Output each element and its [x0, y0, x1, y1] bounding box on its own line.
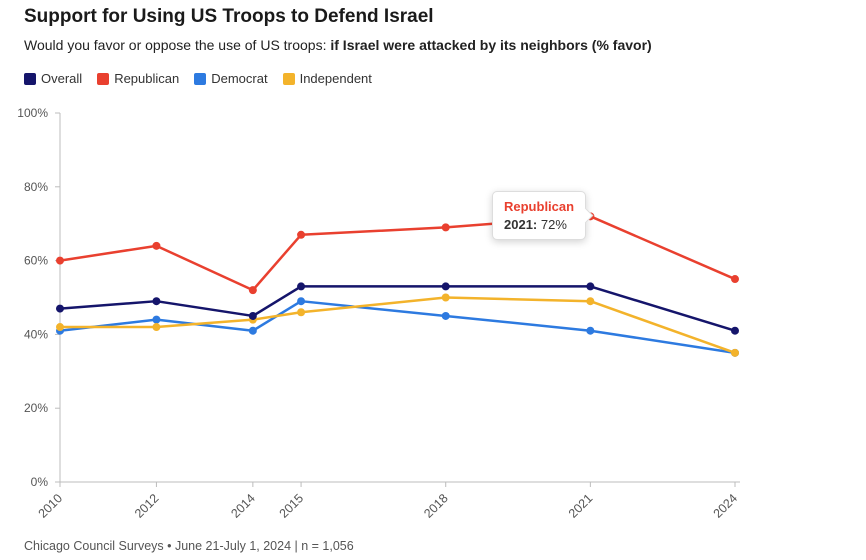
y-tick-label: 60% [24, 254, 48, 268]
data-point-independent-2021[interactable] [586, 297, 595, 306]
data-point-independent-2010[interactable] [56, 323, 64, 332]
legend-label: Independent [299, 71, 372, 86]
x-tick-label: 2018 [421, 491, 451, 521]
tooltip-year-label: 2021: [504, 216, 538, 232]
data-point-democrat-2021[interactable] [586, 326, 595, 335]
subtitle-regular: Would you favor or oppose the use of US … [24, 37, 331, 53]
legend-swatch [194, 72, 207, 85]
tooltip-title: Republican [504, 199, 575, 214]
data-point-republican-2015[interactable] [297, 230, 306, 239]
chart-svg: 0% 20% 40% 60% 80% 100% 2010 2012 2014 2015 2018 20… [17, 106, 741, 521]
chart-subtitle: Would you favor or oppose the use of US … [24, 37, 652, 53]
legend-item-democrat: Democrat [194, 71, 268, 86]
legend-label: Overall [41, 71, 83, 86]
data-point-overall-2014[interactable] [248, 311, 257, 320]
legend: Overall Republican Democrat Independent [24, 71, 372, 86]
legend-item-overall: Overall [24, 71, 82, 86]
data-point-republican-2018[interactable] [441, 223, 450, 232]
data-point-democrat-2015[interactable] [297, 297, 306, 306]
legend-item-republican: Republican [97, 71, 179, 86]
legend-swatch [282, 72, 295, 85]
series-line-republican [58, 215, 737, 292]
subtitle-bold: if Israel were attacked by its neighbors… [330, 37, 652, 53]
data-point-republican-2024[interactable] [731, 275, 739, 284]
data-point-democrat-2012[interactable] [152, 315, 161, 324]
legend-item-independent: Independent [282, 71, 372, 86]
legend-swatch [24, 72, 36, 85]
x-tick-label: 2024 [711, 491, 741, 521]
data-point-overall-2024[interactable] [731, 326, 739, 335]
data-point-independent-2012[interactable] [152, 323, 161, 332]
y-tick-label: 20% [24, 401, 48, 415]
legend-label: Democrat [211, 71, 268, 86]
y-tick-label: 0% [31, 475, 49, 489]
x-tick-label: 2021 [566, 491, 596, 521]
series-line-independent [58, 296, 737, 355]
y-tick-label: 100% [17, 106, 48, 120]
tooltip: Republican 2021: 72% [492, 191, 594, 241]
data-point-independent-2024[interactable] [731, 348, 739, 357]
tooltip-body: 2021: 72% [504, 216, 574, 234]
data-point-overall-2015[interactable] [297, 282, 306, 291]
legend-swatch [97, 72, 110, 85]
data-point-overall-2021[interactable] [586, 282, 595, 291]
source-note: Chicago Council Surveys • June 21-July 1… [24, 539, 354, 553]
data-point-overall-2010[interactable] [56, 304, 64, 313]
y-tick-label: 40% [24, 327, 48, 341]
data-point-republican-2012[interactable] [152, 241, 161, 250]
series-line-overall [58, 285, 737, 332]
page-title: Support for Using US Troops to Defend Is… [24, 6, 434, 27]
x-tick-label: 2010 [36, 491, 66, 521]
line-chart: 0% 20% 40% 60% 80% 100% 2010 2012 2014 2015 2018 20… [0, 100, 820, 540]
data-point-independent-2015[interactable] [297, 308, 306, 317]
data-point-republican-2010[interactable] [56, 256, 64, 265]
x-tick-label: 2015 [277, 491, 307, 521]
data-point-democrat-2018[interactable] [441, 311, 450, 320]
data-point-independent-2018[interactable] [441, 293, 450, 302]
data-point-democrat-2014[interactable] [248, 326, 257, 335]
y-tick-label: 80% [24, 180, 48, 194]
data-point-overall-2012[interactable] [152, 297, 161, 306]
x-tick-label: 2012 [132, 491, 162, 521]
legend-label: Republican [114, 71, 180, 86]
tooltip-value: 72% [540, 216, 567, 232]
x-tick-label: 2014 [228, 491, 258, 521]
data-point-overall-2018[interactable] [441, 282, 450, 291]
data-point-republican-2014[interactable] [248, 286, 257, 295]
